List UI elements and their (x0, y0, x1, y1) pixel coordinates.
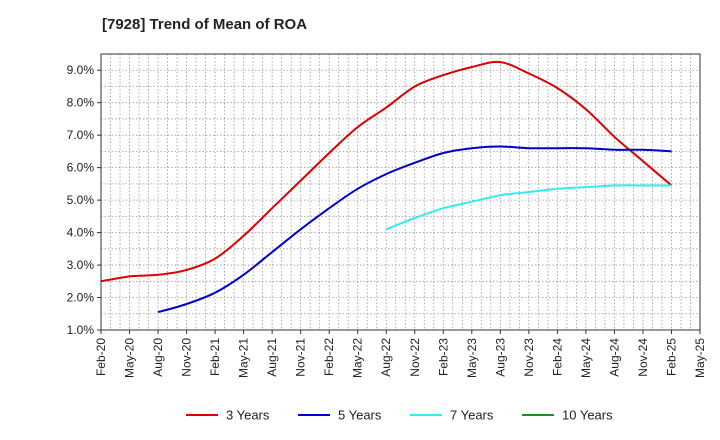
x-tick-label: May-23 (465, 338, 479, 378)
x-tick-label: Aug-21 (265, 338, 279, 377)
x-tick-label: May-24 (579, 338, 593, 378)
x-tick-label: Aug-23 (493, 338, 507, 377)
x-tick-label: Feb-20 (94, 338, 108, 376)
x-tick-label: Nov-20 (180, 338, 194, 377)
x-tick-label: Feb-23 (436, 338, 450, 376)
x-tick-label: May-20 (123, 338, 137, 378)
legend: 3 Years 5 Years 7 Years 10 Years (186, 408, 613, 423)
y-tick-label: 7.0% (67, 128, 95, 142)
y-tick-label: 8.0% (67, 96, 95, 110)
y-tick-label: 2.0% (67, 291, 95, 305)
legend-label-7-years: 7 Years (450, 408, 494, 423)
legend-label-10-years: 10 Years (562, 408, 613, 423)
y-tick-label: 1.0% (67, 323, 95, 337)
series-line-7-years (385, 184, 672, 231)
series-line-5-years (157, 145, 672, 314)
axes: 1.0% 2.0% 3.0% 4.0% 5.0% 6.0% 7.0% 8.0% 9.0% Feb-… (67, 53, 707, 378)
y-tick-label: 3.0% (67, 258, 95, 272)
chart-title: [7928] Trend of Mean of ROA (102, 16, 308, 33)
x-tick-label: May-21 (237, 338, 251, 378)
legend-label-5-years: 5 Years (338, 408, 382, 423)
x-tick-label: Nov-21 (294, 338, 308, 377)
x-tick-label: Aug-24 (607, 338, 621, 377)
y-tick-label: 6.0% (67, 161, 95, 175)
plot-frame (100, 53, 701, 331)
x-tick-label: May-22 (351, 338, 365, 378)
x-tick-label: Nov-23 (522, 338, 536, 377)
x-tick-label: Feb-25 (664, 338, 678, 376)
y-tick-label: 4.0% (67, 226, 95, 240)
plot-area (101, 54, 700, 330)
series-line-3-years (100, 60, 673, 283)
y-tick-label: 5.0% (67, 193, 95, 207)
x-tick-label: Aug-22 (379, 338, 393, 377)
y-tick-label: 9.0% (67, 63, 95, 77)
x-tick-label: Aug-20 (151, 338, 165, 377)
x-tick-label: Feb-21 (208, 338, 222, 376)
x-tick-label: Feb-22 (322, 338, 336, 376)
x-tick-label: May-25 (693, 338, 707, 378)
series-lines (100, 60, 673, 314)
x-tick-label: Feb-24 (550, 338, 564, 376)
x-tick-label: Nov-24 (636, 338, 650, 377)
x-tick-label: Nov-22 (408, 338, 422, 377)
legend-label-3-years: 3 Years (226, 408, 270, 423)
